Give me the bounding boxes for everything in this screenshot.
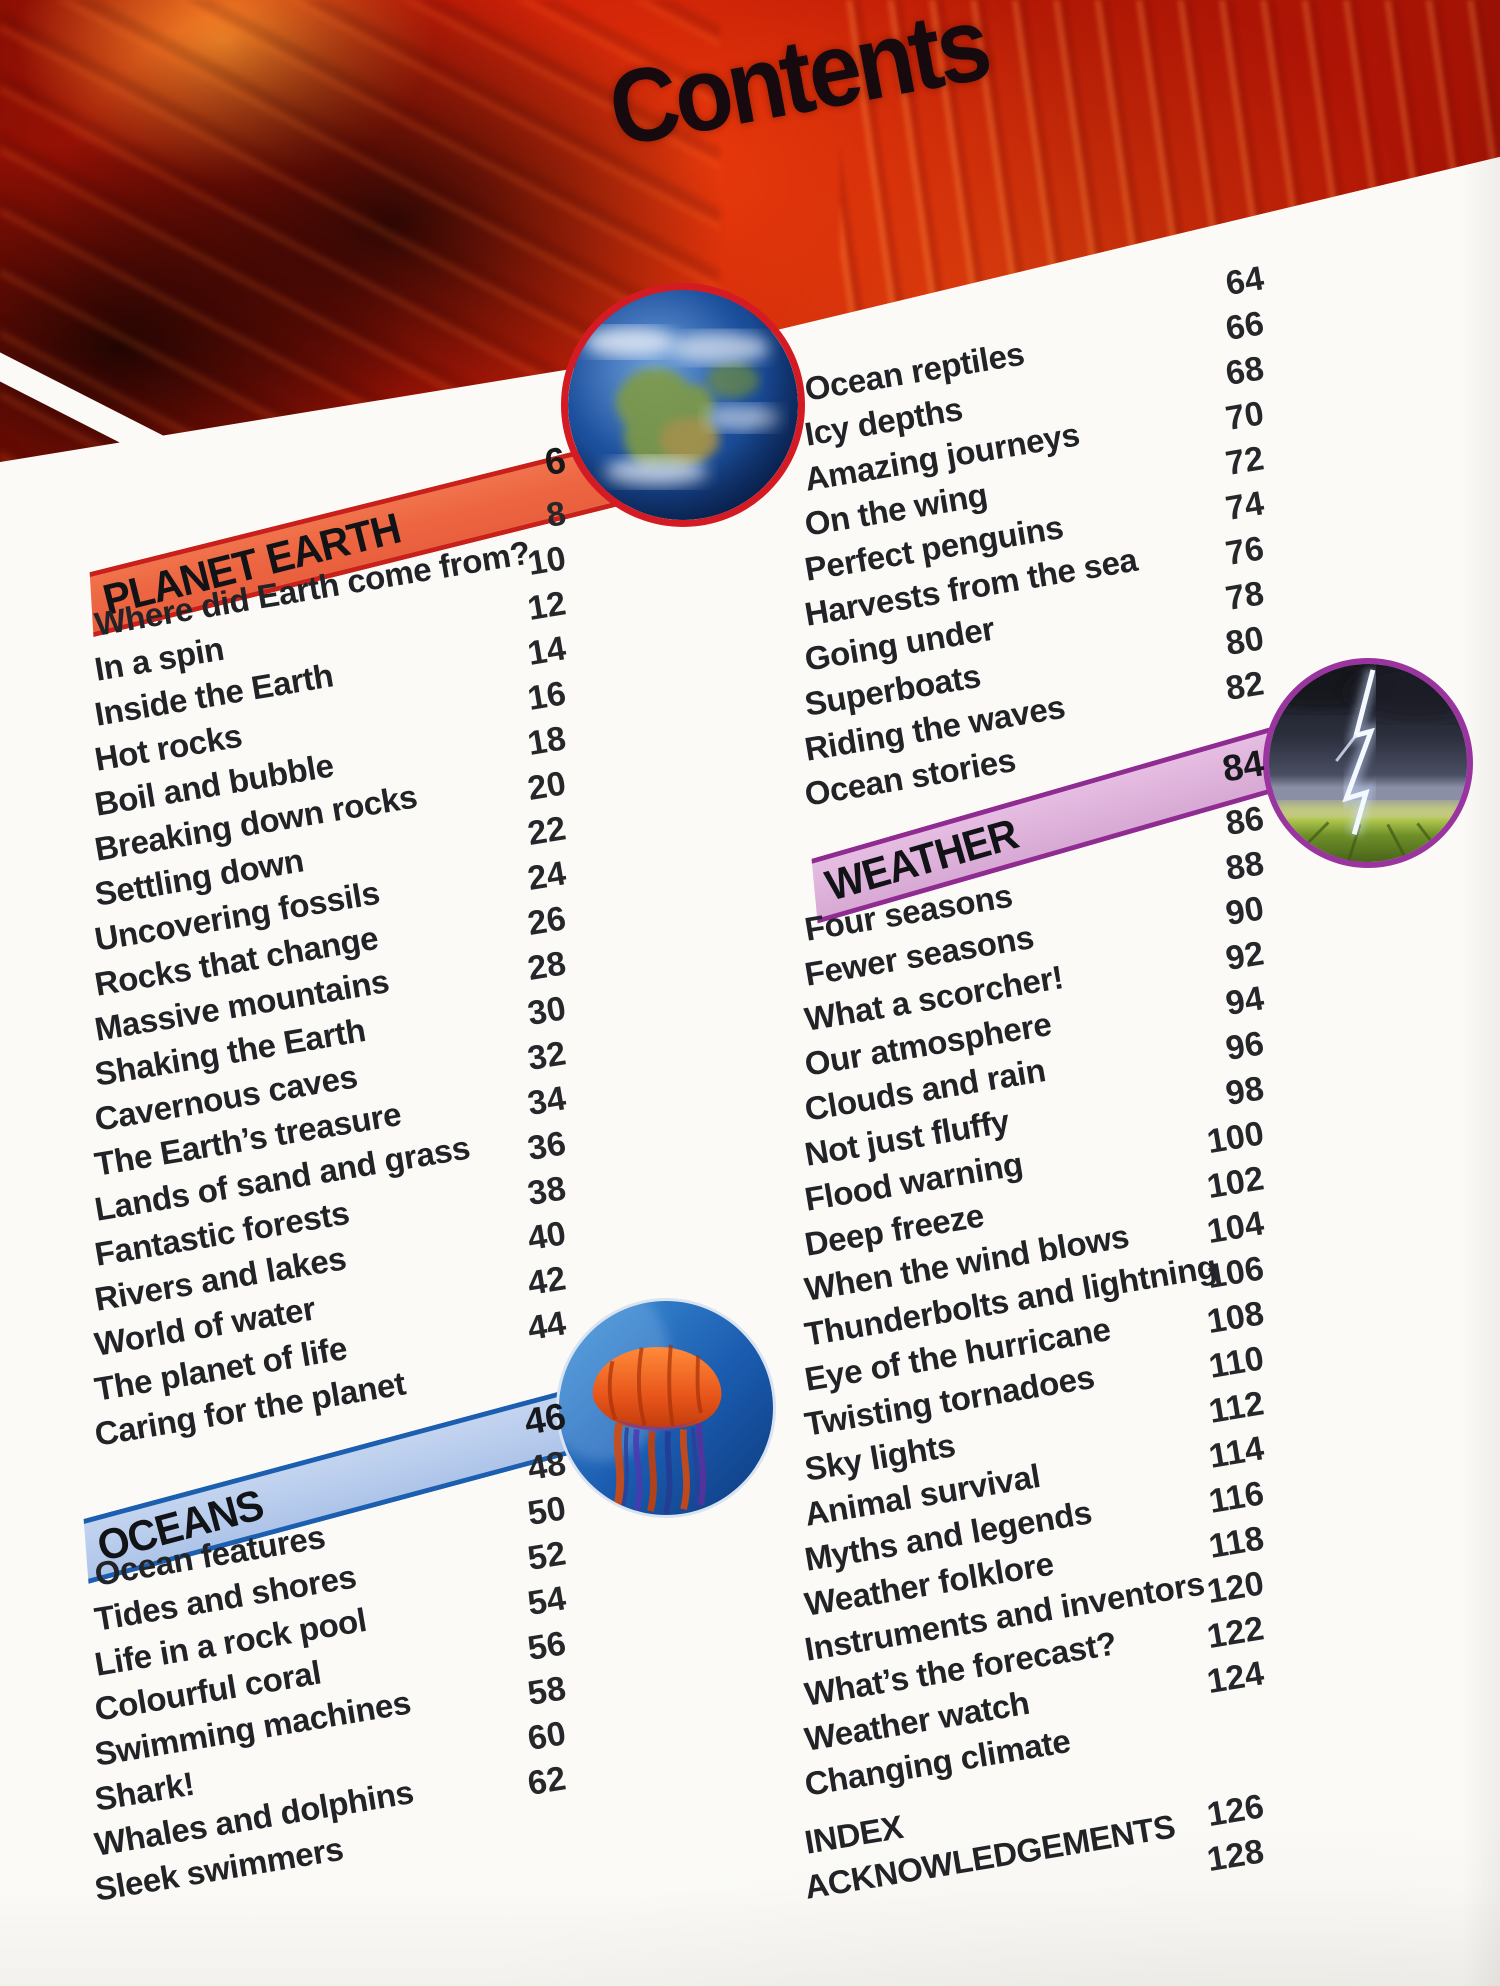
section-start-page: 6 [541,439,569,484]
earth-photo [561,283,805,527]
toc-entry-label: Where did Earth come from? [91,533,533,643]
jellyfish-photo [556,1298,776,1518]
section-start-page: 84 [1219,742,1267,790]
lightning-photo [1263,658,1473,868]
